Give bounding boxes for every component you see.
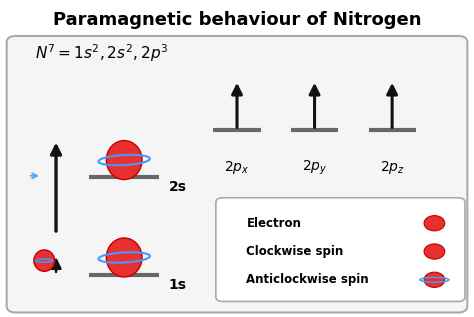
Text: 2s: 2s: [169, 180, 187, 195]
Text: $N^7 = 1s^2,2s^2,2p^3$: $N^7 = 1s^2,2s^2,2p^3$: [35, 42, 168, 64]
Ellipse shape: [106, 238, 142, 277]
Text: Clockwise spin: Clockwise spin: [246, 245, 344, 258]
Text: 1s: 1s: [169, 278, 187, 292]
FancyBboxPatch shape: [7, 36, 467, 313]
Text: Anticlockwise spin: Anticlockwise spin: [246, 273, 369, 286]
Ellipse shape: [424, 244, 445, 259]
Ellipse shape: [34, 250, 55, 271]
Ellipse shape: [106, 140, 142, 179]
Text: $2p_x$: $2p_x$: [224, 158, 250, 176]
Ellipse shape: [424, 272, 445, 288]
Ellipse shape: [424, 216, 445, 231]
Text: Paramagnetic behaviour of Nitrogen: Paramagnetic behaviour of Nitrogen: [53, 11, 421, 29]
Text: $2p_y$: $2p_y$: [302, 158, 328, 177]
Text: $2p_z$: $2p_z$: [380, 158, 405, 176]
FancyBboxPatch shape: [216, 198, 465, 301]
Text: Electron: Electron: [246, 217, 301, 230]
